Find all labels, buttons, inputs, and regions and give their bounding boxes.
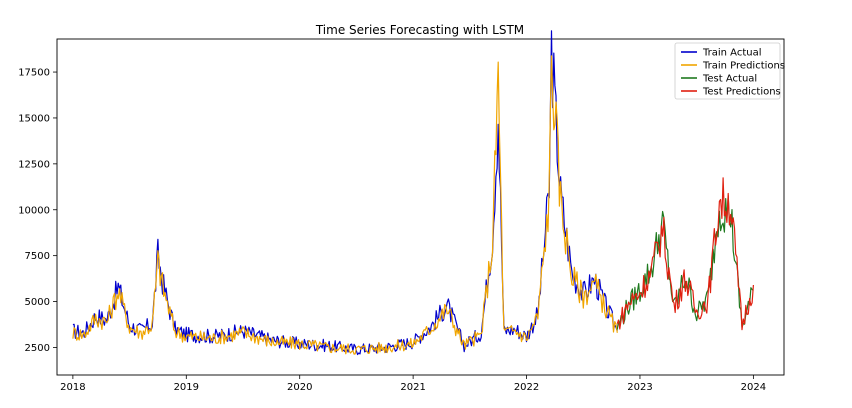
legend: Train Actual Train Predictions Test Actual… [674,42,785,100]
y-tick-label-2500: 2500 [25,343,50,354]
legend-frame [674,42,781,100]
legend-label-3: Test Predictions [702,87,781,98]
plot-frame [56,38,785,376]
series-line-test-actual [616,195,754,330]
y-tick-label-5000: 5000 [25,297,50,308]
series-line-train-actual [72,30,618,356]
x-tick-label-2021: 2021 [400,382,425,393]
x-tick-label-2024: 2024 [741,382,766,393]
x-tick-label-2018: 2018 [60,382,85,393]
x-tick-label-2020: 2020 [287,382,312,393]
chart-title: Time Series Forecasting with LSTM [315,23,524,37]
series-line-test-predictions [616,177,754,331]
y-tick-label-7500: 7500 [25,251,50,262]
x-axis: 2018 2019 2020 2021 2022 2023 2024 [60,375,766,393]
y-tick-label-12500: 12500 [18,159,50,170]
series-layer [72,30,754,356]
y-tick-label-10000: 10000 [18,205,50,216]
y-tick-label-15000: 15000 [18,113,50,124]
x-tick-label-2023: 2023 [627,382,652,393]
x-tick-label-2022: 2022 [514,382,539,393]
legend-label-2: Test Actual [702,74,757,85]
x-tick-label-2019: 2019 [174,382,199,393]
y-axis: 2500 5000 7500 10000 12500 15000 17500 [18,68,57,354]
y-tick-label-17500: 17500 [18,68,50,79]
series-line-train-predictions [72,55,618,355]
legend-label-1: Train Predictions [702,61,785,72]
legend-label-0: Train Actual [702,48,762,59]
